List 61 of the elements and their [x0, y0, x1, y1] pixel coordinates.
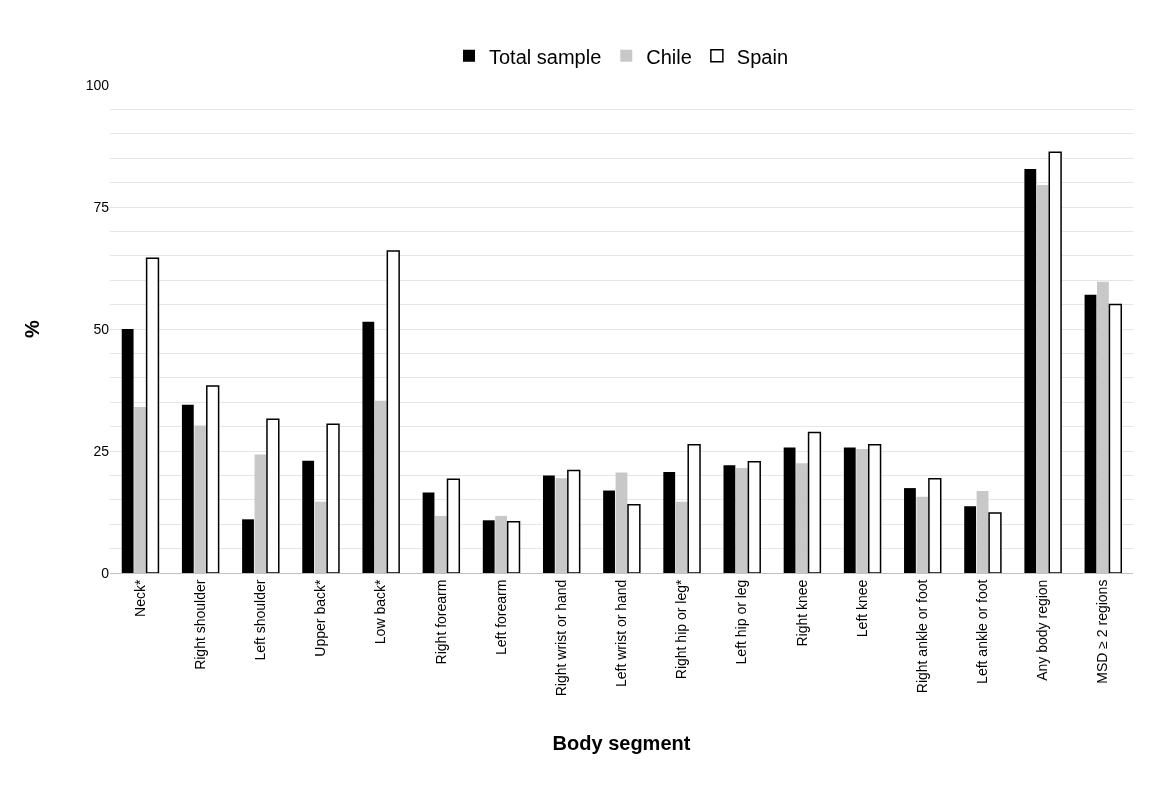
x-tick-label: Upper back* — [312, 579, 329, 657]
bar — [266, 418, 280, 573]
bar — [542, 475, 555, 573]
bar — [181, 404, 194, 573]
bar — [964, 506, 977, 573]
bar — [723, 465, 736, 573]
bar — [506, 521, 521, 573]
y-tick-label: 50 — [93, 320, 110, 337]
bar — [867, 443, 882, 573]
bar — [807, 431, 822, 573]
x-tick-label: Right hip or leg* — [673, 579, 690, 680]
x-tick-label: Any body region — [1034, 579, 1051, 681]
x-tick-label: Left shoulder — [251, 579, 268, 661]
y-tick-label: 0 — [101, 564, 110, 581]
bar — [687, 443, 701, 573]
bar — [206, 385, 220, 573]
bar — [362, 321, 375, 573]
bar — [988, 512, 1002, 573]
x-tick-label: Left wrist or hand — [613, 579, 630, 687]
bar — [1048, 151, 1062, 573]
x-tick-label: Right shoulder — [191, 579, 208, 670]
x-tick-label: Left forearm — [492, 579, 509, 656]
x-tick-label: Right knee — [793, 579, 810, 647]
x-tick-label: MSD ≥ 2 regions — [1094, 579, 1111, 684]
bar — [446, 478, 461, 573]
x-axis-title: Body segment — [552, 731, 691, 754]
bar — [1084, 294, 1097, 573]
x-tick-label: Left ankle or foot — [974, 579, 991, 684]
bar — [567, 469, 581, 573]
legend-label: Spain — [736, 45, 789, 68]
x-tick-label: Right ankle or foot — [913, 579, 930, 694]
legend-label: Total sample — [489, 45, 602, 68]
bar — [904, 488, 916, 573]
bar — [747, 460, 761, 573]
y-tick-label: 100 — [85, 76, 110, 93]
x-tick-label: Neck* — [131, 579, 148, 617]
bar — [422, 492, 435, 573]
x-tick-label: Left knee — [853, 579, 870, 638]
bar — [627, 503, 641, 573]
y-tick-label: 25 — [93, 442, 110, 459]
x-tick-label: Left hip or leg — [733, 579, 750, 665]
bar — [1024, 168, 1037, 573]
bar — [386, 250, 400, 573]
x-tick-label: Right forearm — [432, 579, 449, 665]
bar — [121, 329, 134, 573]
bar — [326, 423, 340, 573]
x-tick-label: Low back* — [372, 579, 389, 645]
bar — [663, 471, 676, 573]
bar — [302, 460, 315, 573]
y-axis-title: % — [21, 319, 44, 338]
bar — [928, 478, 942, 573]
bar — [843, 447, 856, 573]
bar — [482, 520, 495, 573]
bar — [1108, 303, 1123, 573]
bar — [603, 490, 615, 573]
bar — [242, 519, 254, 573]
legend-label: Chile — [646, 45, 692, 68]
x-tick-label: Right wrist or hand — [552, 579, 569, 697]
bar — [783, 447, 796, 573]
y-tick-label: 75 — [93, 198, 110, 215]
bar — [145, 257, 160, 573]
